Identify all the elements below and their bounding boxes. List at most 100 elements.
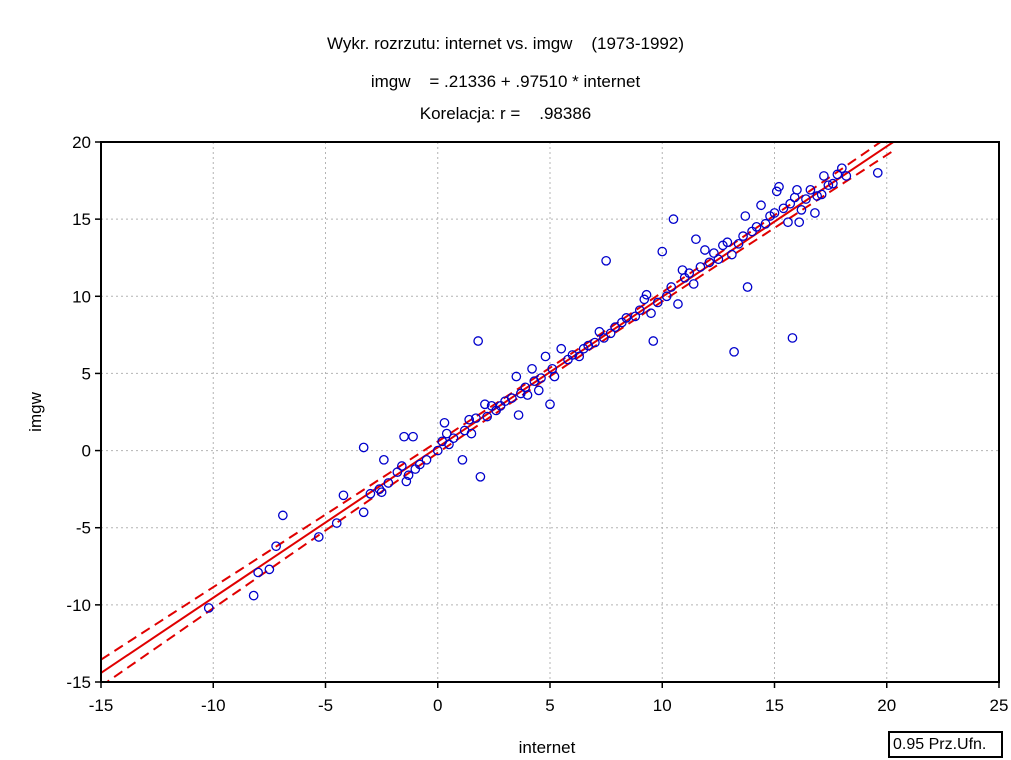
data-point [639,294,650,305]
x-tick-label: 20 [877,696,896,715]
data-point [832,169,843,180]
data-point [533,385,544,396]
data-point [661,291,672,302]
data-point [729,346,739,357]
confidence-legend: 0.95 Prz.Ufn. [888,731,1003,758]
data-point [722,237,733,248]
data-point [414,459,425,470]
data-point [471,413,481,424]
x-tick-label: 5 [545,696,554,715]
x-axis-ticks: -15 -10 -5 0 5 10 15 20 25 [89,682,1009,715]
x-tick-label: 15 [765,696,784,715]
gridlines [101,142,999,682]
y-tick-label: 0 [82,442,91,461]
data-point [594,326,605,337]
x-axis-label: internet [519,738,576,757]
y-axis-label: imgw [26,391,45,431]
x-tick-label: -5 [318,696,333,715]
data-point [774,181,784,192]
data-point [545,399,555,410]
data-point [403,470,414,481]
x-tick-label: 25 [990,696,1009,715]
data-point [695,262,706,272]
data-point [540,351,551,362]
data-point [439,417,450,428]
data-point [713,254,724,265]
data-point [648,336,659,346]
data-point [511,371,522,382]
data-point [836,163,847,174]
data-point [358,442,369,453]
data-point [473,336,484,346]
data-point [796,205,807,215]
data-point [823,180,834,191]
data-point [816,189,827,200]
data-point [567,350,578,360]
data-point [408,431,418,442]
data-point [646,308,656,319]
data-point [590,337,600,348]
data-point [374,484,385,494]
data-point [313,532,324,542]
data-point [421,454,432,465]
lower-confidence-band [105,149,894,682]
data-point [787,333,798,343]
data-point [794,217,805,228]
data-point [203,603,214,613]
x-tick-label: 10 [653,696,672,715]
data-point [785,198,796,209]
data-point [556,343,567,354]
data-point [536,373,546,383]
data-point [610,322,620,332]
data-point [277,510,288,521]
data-point [756,200,766,211]
data-point [805,184,816,195]
data-point [264,564,275,575]
data-point [457,454,468,465]
data-point [872,168,883,178]
x-tick-label: -10 [201,696,226,715]
data-point [652,297,663,308]
data-point [819,171,829,181]
data-point [396,461,407,471]
data-point [376,487,387,498]
data-point [506,393,517,403]
data-point [383,478,394,488]
data-point [778,203,789,214]
data-point [688,279,699,289]
y-tick-label: -10 [66,596,91,615]
y-tick-label: 5 [82,364,91,383]
data-point [379,454,389,465]
data-point [810,208,820,218]
data-point [700,245,710,255]
data-point [253,567,263,578]
data-point [621,313,632,323]
data-point [769,208,780,218]
data-point [668,214,679,224]
data-point [338,490,349,501]
data-point [527,363,537,374]
data-point [704,257,715,268]
data-point [666,282,677,292]
data-point [365,488,376,499]
data-point [684,268,695,278]
data-point [709,248,719,258]
data-point [513,410,524,420]
data-point [601,255,611,266]
data-point [522,390,533,400]
regression-equation: imgw = .21336 + .97510 * internet [370,72,641,91]
y-axis-ticks: -15 -10 -5 0 5 10 15 20 [66,133,101,692]
data-point [466,428,477,439]
data-point [812,191,823,201]
data-point [599,333,609,343]
data-point [841,171,852,181]
data-point [771,186,782,197]
data-point [515,388,526,399]
data-point [634,305,645,316]
data-point [464,414,475,425]
data-point [448,433,459,444]
data-point [444,439,454,450]
data-point [726,249,737,260]
y-tick-label: 20 [72,133,91,152]
data-point [733,238,744,249]
